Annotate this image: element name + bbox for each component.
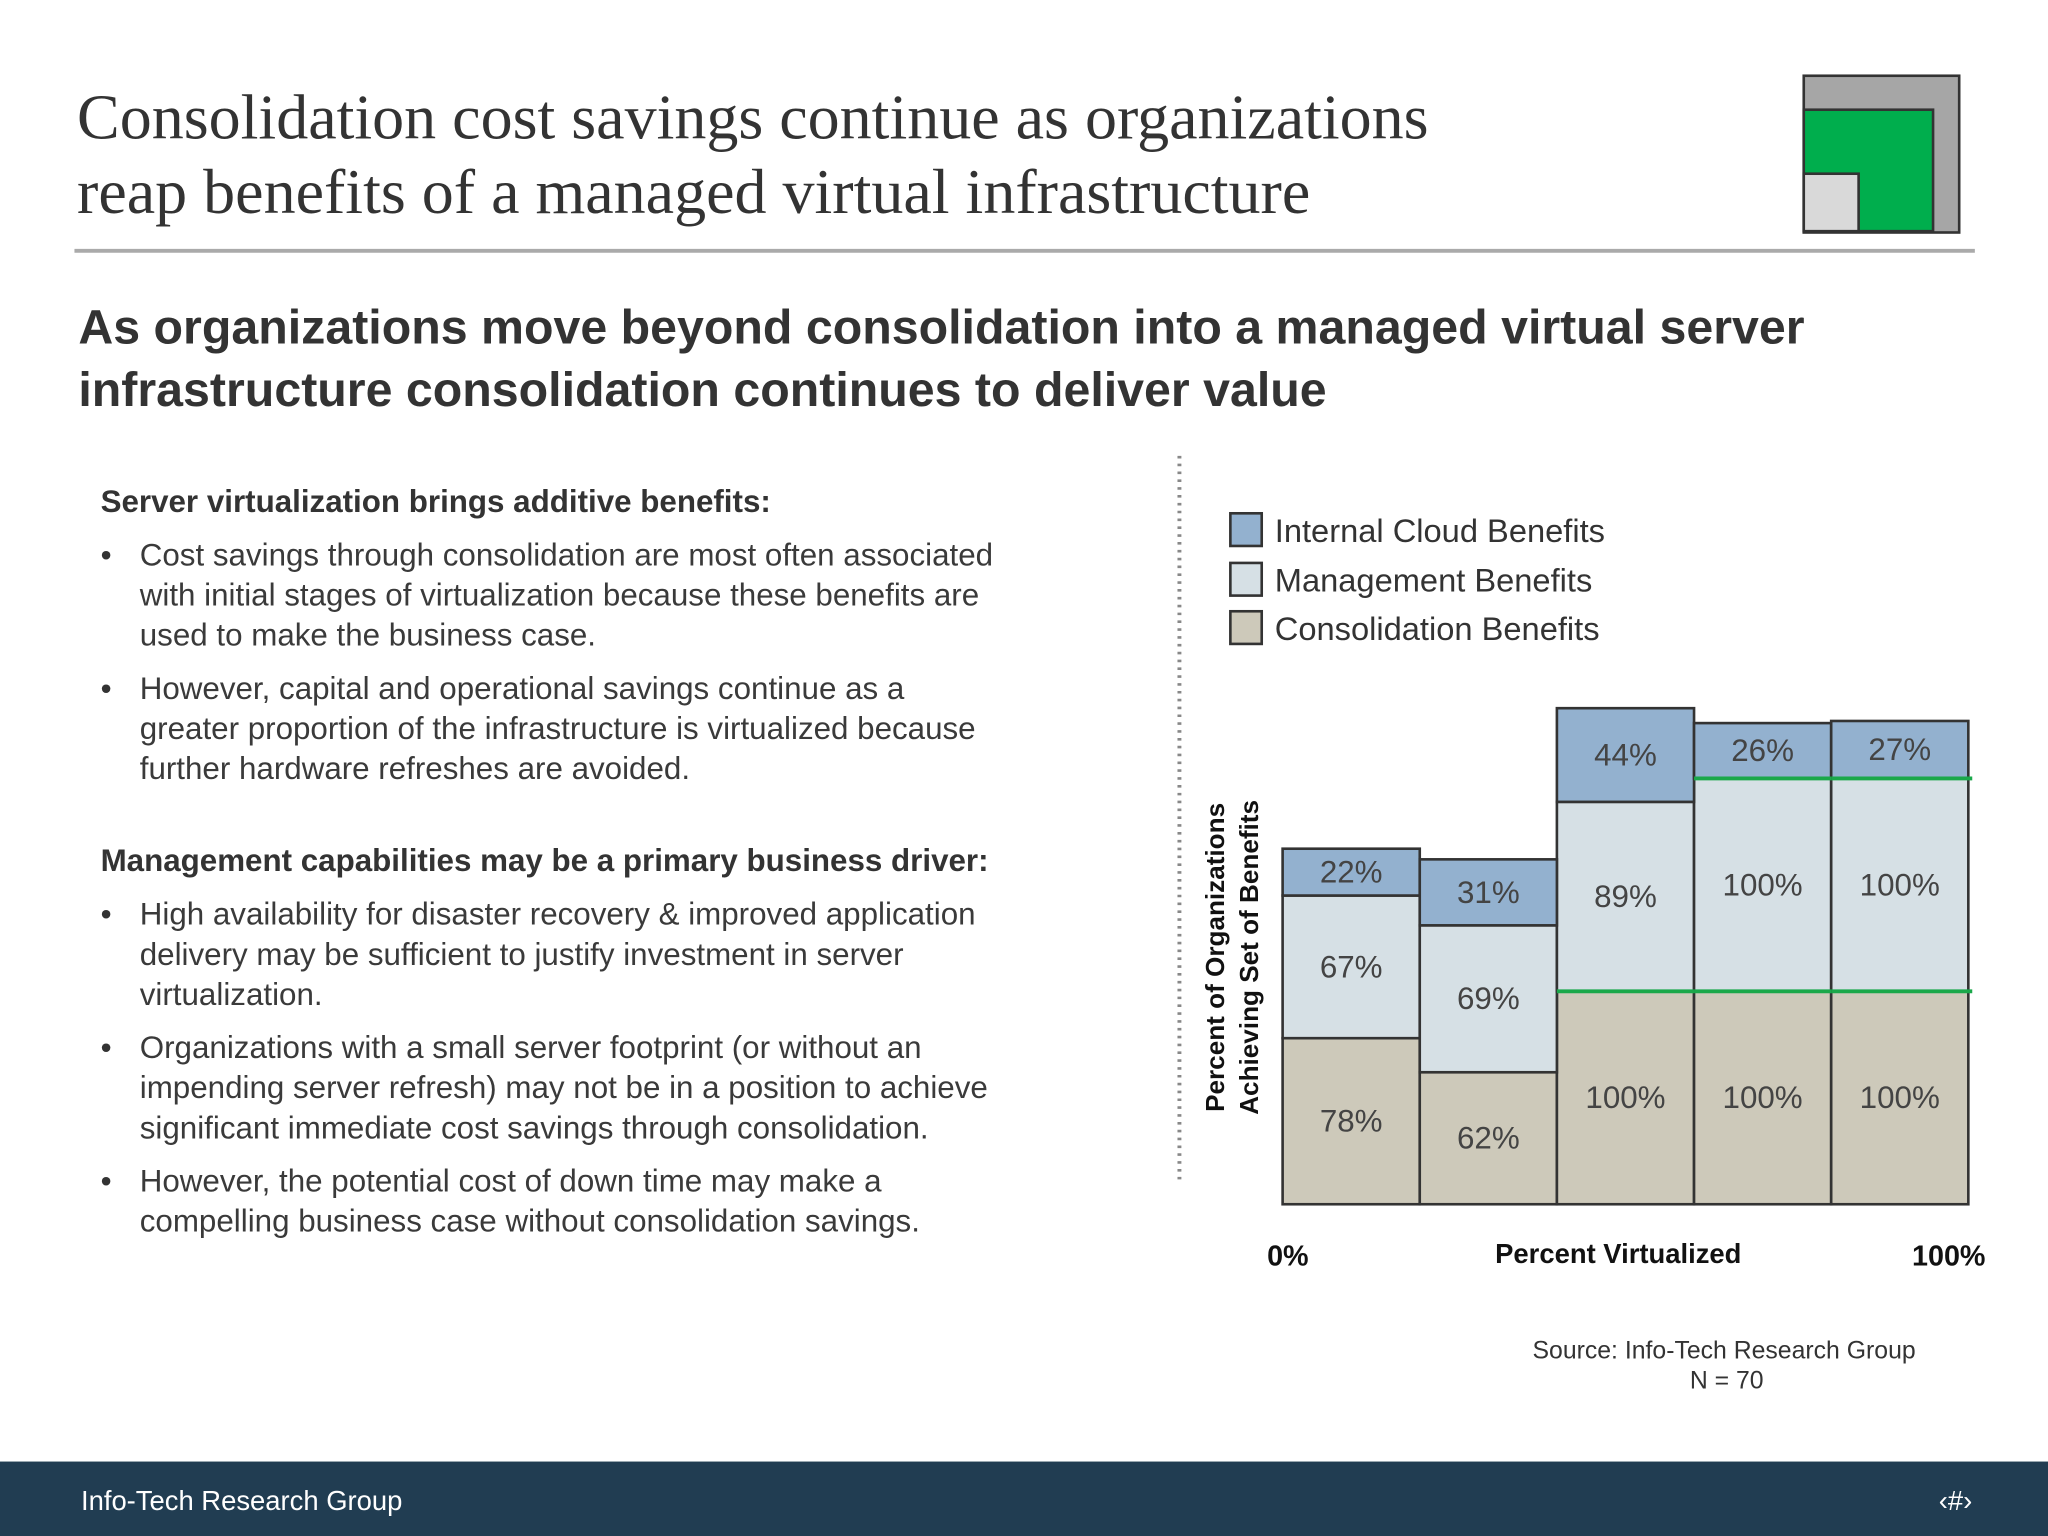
value-label: 100% — [1585, 1080, 1665, 1115]
y-axis-label: Percent of Organizations — [1200, 803, 1230, 1112]
bullet-text: Cost savings through consolidation are m… — [140, 538, 993, 573]
y-axis-label: Achieving Set of Benefits — [1234, 800, 1264, 1115]
value-label: 62% — [1457, 1121, 1520, 1156]
footer-bar — [0, 1461, 2048, 1536]
bar-segment — [1281, 894, 1422, 1040]
bullet-text: compelling business case without consoli… — [140, 1204, 920, 1239]
subtitle-line: As organizations move beyond consolidati… — [78, 301, 1804, 355]
legend-swatch — [1229, 609, 1264, 646]
bullet-text: greater proportion of the infrastructure… — [140, 711, 976, 746]
value-label: 100% — [1860, 1080, 1940, 1115]
bullet-text: significant immediate cost savings throu… — [140, 1110, 929, 1145]
bar-segment — [1418, 858, 1559, 927]
sample-size: N = 70 — [1690, 1367, 1764, 1394]
title-line: reap benefits of a managed virtual infra… — [77, 156, 1310, 227]
value-label: 27% — [1868, 732, 1931, 767]
value-label: 78% — [1320, 1104, 1383, 1139]
bullet-text: virtualization. — [140, 977, 323, 1012]
bar-segment — [1692, 990, 1833, 1206]
bullet-text: However, the potential cost of down time… — [140, 1163, 882, 1198]
legend-swatch — [1229, 511, 1264, 548]
bullet-text: impending server refresh) may not be in … — [140, 1070, 988, 1105]
x-axis-start: 0% — [1267, 1241, 1309, 1273]
section-heading: Server virtualization brings additive be… — [101, 484, 771, 519]
title-line: Consolidation cost savings continue as o… — [77, 81, 1429, 152]
page-number: ‹#› — [1939, 1485, 1973, 1516]
bullet-text: delivery may be sufficient to justify in… — [140, 937, 904, 972]
subtitle-line: infrastructure consolidation continues t… — [78, 363, 1326, 417]
bar-segment — [1829, 990, 1970, 1206]
logo-inner — [1802, 172, 1860, 233]
legend-swatch — [1229, 561, 1264, 597]
bullet-text: High availability for disaster recovery … — [140, 897, 976, 932]
x-axis-title: Percent Virtualized — [1495, 1238, 1741, 1269]
bullet-text: Organizations with a small server footpr… — [140, 1030, 922, 1065]
value-label: 100% — [1860, 867, 1940, 902]
logo — [1802, 74, 1961, 234]
bar-segment — [1555, 706, 1696, 804]
value-label: 44% — [1594, 737, 1657, 772]
bullet-dot: • — [101, 538, 112, 573]
value-label: 89% — [1594, 879, 1657, 914]
value-label: 26% — [1731, 733, 1794, 768]
x-axis-end: 100% — [1912, 1241, 1985, 1273]
section-heading: Management capabilities may be a primary… — [101, 843, 989, 878]
bar-segment — [1692, 777, 1833, 993]
bar-segment — [1829, 777, 1970, 993]
legend-label: Consolidation Benefits — [1275, 610, 1600, 647]
source: Source: Info-Tech Research Group — [1532, 1337, 1915, 1364]
bullet-text: However, capital and operational savings… — [140, 671, 905, 706]
bullet-text: with initial stages of virtualization be… — [139, 578, 979, 613]
value-label: 22% — [1320, 855, 1383, 890]
value-label: 69% — [1457, 981, 1520, 1016]
value-label: 100% — [1723, 867, 1803, 902]
bullet-text: further hardware refreshes are avoided. — [140, 751, 690, 786]
legend-label: Internal Cloud Benefits — [1275, 512, 1605, 549]
bullet-dot: • — [101, 897, 112, 932]
bullet-dot: • — [101, 671, 112, 706]
bullet-dot: • — [101, 1163, 112, 1198]
bullet-dot: • — [101, 1030, 112, 1065]
value-label: 67% — [1320, 949, 1383, 984]
legend-label: Management Benefits — [1275, 562, 1593, 599]
bar-segment — [1418, 924, 1559, 1074]
bar-segment — [1829, 719, 1970, 780]
value-label: 100% — [1723, 1080, 1803, 1115]
bullet-text: used to make the business case. — [140, 618, 596, 653]
value-label: 31% — [1457, 875, 1520, 910]
footer-text: Info-Tech Research Group — [81, 1485, 402, 1516]
